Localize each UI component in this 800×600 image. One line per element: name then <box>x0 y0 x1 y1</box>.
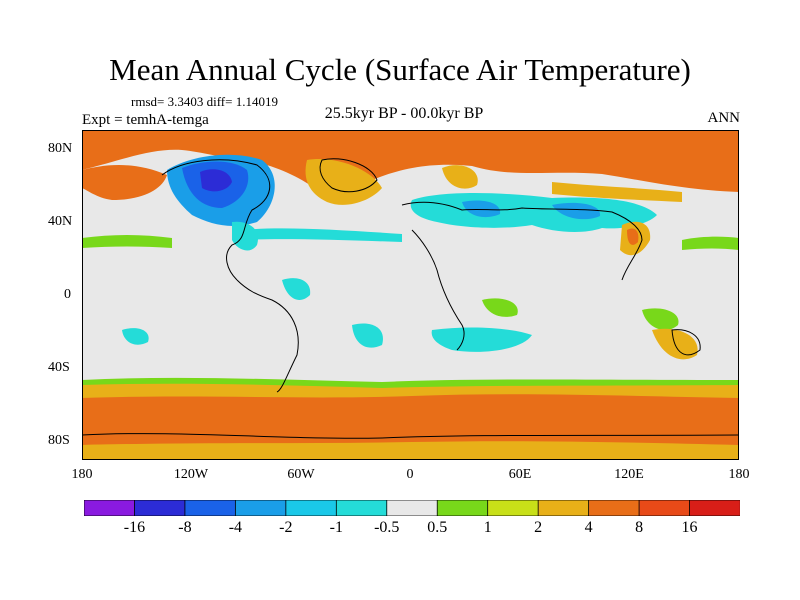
x-tick-label: 120E <box>614 467 644 482</box>
y-tick-label: 80N <box>48 141 73 156</box>
x-tick-label: 180 <box>728 467 750 482</box>
colorbar-swatch <box>184 500 237 516</box>
colorbar-label: -1 <box>329 519 343 536</box>
colorbar-swatch <box>335 500 388 516</box>
colorbar-label: -16 <box>123 519 146 536</box>
colorbar-swatch <box>537 500 590 516</box>
x-tick-label: 60W <box>287 467 315 482</box>
colorbar-swatch <box>436 500 489 516</box>
season-label: ANN <box>707 110 741 126</box>
y-tick-label: 40N <box>48 214 73 229</box>
colorbar-label: 0.5 <box>427 519 448 536</box>
colorbar-label: 4 <box>584 519 593 536</box>
colorbar-label: -4 <box>228 519 243 536</box>
experiment-label: Expt = temhA-temga <box>82 112 209 128</box>
colorbar-swatch <box>285 500 338 516</box>
colorbar-label: -2 <box>279 519 293 536</box>
colorbar <box>84 500 740 516</box>
colorbar-swatch <box>234 500 287 516</box>
colorbar-swatch <box>588 500 640 516</box>
stats-text: rmsd= 3.3403 diff= 1.14019 <box>131 94 278 109</box>
x-tick-label: 120W <box>173 467 209 482</box>
colorbar-swatch <box>84 500 136 516</box>
colorbar-swatch <box>134 500 186 516</box>
x-tick-label: 0 <box>406 467 414 482</box>
map-frame <box>82 130 739 460</box>
colorbar-swatch <box>386 500 438 516</box>
temperature-anomaly-map <box>82 130 739 460</box>
colorbar-label: -0.5 <box>374 519 400 536</box>
y-tick-label: 80S <box>48 433 70 448</box>
y-tick-label: 0 <box>64 287 71 302</box>
arctic-warm-region <box>82 130 739 195</box>
colorbar-swatch <box>487 500 539 516</box>
anomaly-field <box>82 130 739 460</box>
colorbar-label: -8 <box>178 519 192 536</box>
colorbar-label: 8 <box>635 519 644 536</box>
period-label: 25.5kyr BP - 00.0kyr BP <box>324 105 484 122</box>
southern-ocean-warm-region <box>82 394 739 445</box>
colorbar-label: 1 <box>483 519 492 536</box>
x-tick-label: 60E <box>508 467 532 482</box>
x-tick-label: 180 <box>71 467 93 482</box>
colorbar-swatch <box>638 500 691 516</box>
coastlines <box>82 158 739 439</box>
colorbar-label: 2 <box>534 519 543 536</box>
y-tick-label: 40S <box>48 360 70 375</box>
colorbar-swatch <box>689 500 740 516</box>
colorbar-label: 16 <box>681 519 698 536</box>
plot-title: Mean Annual Cycle (Surface Air Temperatu… <box>109 52 691 87</box>
